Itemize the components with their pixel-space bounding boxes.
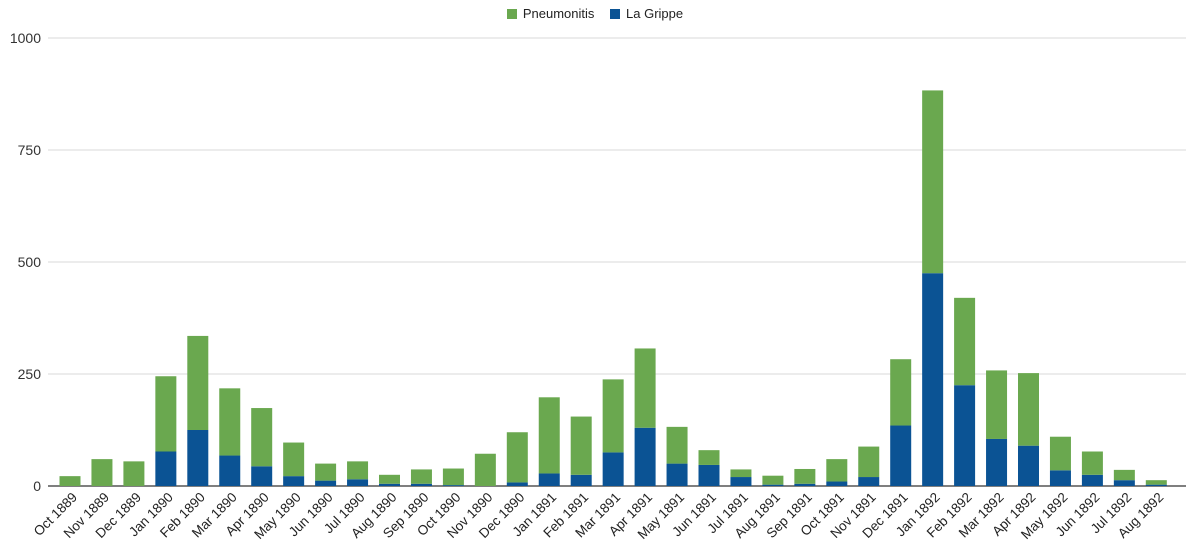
bar-la-grippe <box>219 455 241 486</box>
bar-la-grippe <box>890 425 912 486</box>
bar-la-grippe <box>730 477 752 486</box>
bar-la-grippe <box>155 451 177 486</box>
bar-pneumonitis <box>730 469 752 478</box>
bar-pneumonitis <box>538 397 560 474</box>
bar-pneumonitis <box>1018 373 1039 446</box>
bar-la-grippe <box>954 385 976 486</box>
bar-pneumonitis <box>570 416 592 475</box>
bar-la-grippe <box>347 479 369 486</box>
bar-pneumonitis <box>986 370 1008 439</box>
legend-item-pneumonitis: Pneumonitis <box>506 6 595 21</box>
bar-la-grippe <box>922 273 944 486</box>
bar-pneumonitis <box>1113 469 1135 481</box>
legend-item-la-grippe: La Grippe <box>610 6 683 21</box>
y-tick-label: 250 <box>18 366 42 382</box>
bar-la-grippe <box>602 452 624 486</box>
bar-pneumonitis <box>347 461 369 480</box>
bar-pneumonitis <box>59 476 81 486</box>
bar-la-grippe <box>410 483 432 486</box>
legend: Pneumonitis La Grippe <box>0 6 1190 22</box>
bar-pneumonitis <box>794 468 816 484</box>
bar-pneumonitis <box>922 90 944 274</box>
bar-pneumonitis <box>1145 480 1167 485</box>
y-tick-label: 750 <box>18 142 42 158</box>
bar-pneumonitis <box>474 453 496 486</box>
bar-pneumonitis <box>666 426 688 464</box>
bar-pneumonitis <box>826 459 848 482</box>
bar-pneumonitis <box>698 450 720 465</box>
bar-la-grippe <box>283 476 305 486</box>
bar-la-grippe <box>1049 470 1071 486</box>
bar-la-grippe <box>826 481 848 486</box>
y-tick-label: 0 <box>33 478 41 494</box>
bar-pneumonitis <box>954 297 976 386</box>
bar-pneumonitis <box>602 379 624 453</box>
bar-pneumonitis <box>379 474 400 484</box>
legend-label-pneumonitis: Pneumonitis <box>522 6 595 21</box>
bar-la-grippe <box>442 485 464 486</box>
bar-la-grippe <box>858 477 880 486</box>
bar-la-grippe <box>1113 480 1135 486</box>
bar-pneumonitis <box>155 376 177 452</box>
bars <box>59 90 1167 486</box>
bar-la-grippe <box>698 464 720 486</box>
bar-pneumonitis <box>442 468 464 486</box>
bar-pneumonitis <box>91 459 113 486</box>
bar-pneumonitis <box>410 469 432 484</box>
bar-pneumonitis <box>187 335 209 430</box>
bar-la-grippe <box>794 483 816 486</box>
bar-la-grippe <box>251 466 273 486</box>
bar-la-grippe <box>187 430 209 486</box>
legend-swatch-pneumonitis <box>506 8 517 19</box>
bar-la-grippe <box>315 480 337 486</box>
bar-pneumonitis <box>315 463 337 481</box>
bar-la-grippe <box>1145 484 1167 486</box>
y-axis-ticks: 0 250 500 750 1000 <box>10 30 41 494</box>
legend-label-la-grippe: La Grippe <box>626 6 684 21</box>
bar-pneumonitis <box>1081 451 1103 475</box>
bar-pneumonitis <box>219 388 241 456</box>
bar-pneumonitis <box>506 432 528 483</box>
bar-la-grippe <box>570 474 592 486</box>
bar-la-grippe <box>666 463 688 486</box>
bar-pneumonitis <box>251 408 273 467</box>
bar-la-grippe <box>1018 445 1039 486</box>
bar-pneumonitis <box>123 461 145 486</box>
bar-pneumonitis <box>890 359 912 426</box>
bar-la-grippe <box>379 483 400 486</box>
bar-pneumonitis <box>283 442 305 477</box>
bar-pneumonitis <box>762 475 784 485</box>
y-tick-label: 1000 <box>10 30 41 46</box>
bar-pneumonitis <box>858 446 880 478</box>
bar-la-grippe <box>634 427 656 486</box>
bar-la-grippe <box>1081 474 1103 486</box>
bar-pneumonitis <box>1049 436 1071 471</box>
legend-swatch-la-grippe <box>610 8 621 19</box>
bar-la-grippe <box>506 482 528 486</box>
y-tick-label: 500 <box>18 254 42 270</box>
bar-la-grippe <box>986 438 1008 486</box>
bar-la-grippe <box>762 484 784 486</box>
bar-pneumonitis <box>634 348 656 428</box>
bar-la-grippe <box>538 473 560 486</box>
